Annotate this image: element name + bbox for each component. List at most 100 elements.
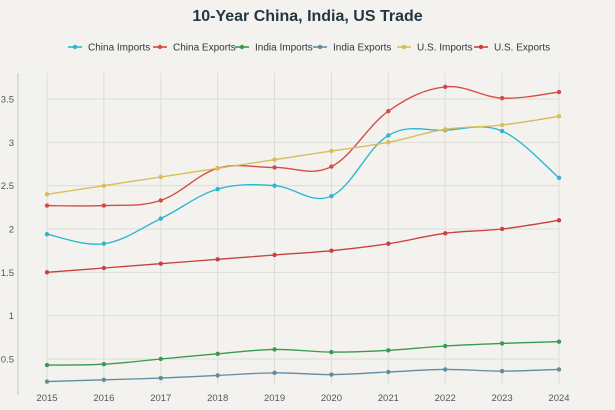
data-point-0-4 (272, 183, 277, 188)
series-line-1 (46, 85, 560, 207)
x-tick-label-9: 2024 (548, 393, 569, 404)
data-point-5-1 (101, 265, 107, 271)
data-point-5-3 (215, 257, 220, 262)
data-point-3-4 (272, 370, 277, 376)
legend-label-2: India Imports (255, 43, 313, 54)
data-point-1-7 (443, 84, 448, 90)
series-lines (46, 85, 560, 383)
legend-marker-0 (72, 44, 78, 50)
data-point-2-0 (44, 362, 50, 368)
data-point-3-1 (101, 377, 107, 382)
tick-labels: 0.5 1 1.5 2 2.5 3 3.5 2015 2016 2017 2018 2019 2020 2… (1, 95, 570, 405)
data-point-3-8 (499, 368, 505, 374)
data-point-1-2 (158, 198, 163, 203)
data-point-0-6 (386, 133, 391, 138)
data-point-0-0 (44, 232, 50, 237)
legend-label-3: India Exports (333, 43, 391, 54)
y-tick-label-5: 3 (9, 138, 14, 149)
x-tick-label-8: 2023 (492, 393, 513, 404)
series-line-3 (46, 368, 560, 383)
data-point-2-9 (556, 339, 562, 344)
y-tick-label-0: 0.5 (1, 355, 14, 366)
legend-label-1: China Exports (173, 43, 236, 54)
data-point-2-6 (386, 348, 391, 353)
chart-title: 10-Year China, India, US Trade (192, 8, 423, 25)
data-point-4-0 (44, 192, 50, 197)
data-point-1-4 (272, 165, 277, 170)
data-point-4-1 (101, 183, 107, 188)
data-point-2-4 (272, 347, 277, 352)
data-point-3-3 (215, 373, 220, 378)
grid (46, 73, 560, 385)
legend-label-5: U.S. Exports (494, 43, 550, 54)
data-point-0-8 (499, 128, 505, 134)
data-point-0-2 (158, 216, 163, 221)
legend-marker-5 (478, 44, 484, 50)
data-point-0-3 (215, 186, 220, 192)
data-point-1-1 (101, 203, 107, 208)
data-point-4-3 (215, 166, 220, 171)
data-point-5-4 (272, 252, 277, 258)
y-tick-label-1: 1 (9, 311, 14, 322)
data-point-4-5 (329, 148, 334, 154)
data-point-3-0 (44, 379, 50, 384)
x-tick-label-3: 2018 (207, 393, 228, 404)
data-point-0-1 (101, 241, 107, 246)
data-point-0-9 (556, 175, 562, 181)
data-point-3-6 (386, 369, 391, 375)
series-line-4 (46, 115, 560, 196)
legend-marker-4 (401, 44, 407, 50)
y-tick-label-6: 3.5 (1, 95, 14, 106)
y-tick-label-2: 1.5 (1, 268, 14, 279)
x-tick-label-1: 2016 (93, 393, 114, 404)
data-point-1-8 (499, 95, 505, 101)
data-point-5-5 (329, 248, 334, 253)
series-line-2 (46, 340, 560, 366)
data-point-1-5 (329, 164, 334, 169)
x-tick-label-4: 2019 (264, 393, 285, 404)
data-point-4-9 (556, 114, 562, 119)
legend-label-0: China Imports (88, 43, 150, 54)
data-point-2-7 (443, 343, 448, 349)
x-tick-label-0: 2015 (36, 393, 57, 404)
data-point-5-2 (158, 261, 163, 266)
data-point-0-5 (329, 193, 334, 199)
data-point-1-0 (44, 203, 50, 208)
data-point-4-4 (272, 157, 277, 162)
data-point-5-7 (443, 231, 448, 236)
data-point-4-6 (386, 140, 391, 145)
legend-marker-3 (317, 44, 323, 50)
data-point-2-3 (215, 351, 220, 356)
data-point-3-5 (329, 372, 334, 377)
legend-marker-2 (239, 44, 245, 50)
y-tick-label-4: 2.5 (1, 181, 14, 192)
data-point-2-5 (329, 349, 334, 355)
data-point-2-1 (101, 362, 107, 367)
legend-label-4: U.S. Imports (417, 43, 473, 54)
data-point-5-9 (556, 218, 562, 223)
x-tick-label-5: 2020 (321, 393, 342, 404)
x-tick-label-2: 2017 (150, 393, 171, 404)
x-tick-label-7: 2022 (435, 393, 456, 404)
data-points (44, 84, 562, 384)
y-tick-label-3: 2 (9, 225, 14, 236)
data-point-4-8 (499, 122, 505, 128)
data-point-3-2 (158, 375, 163, 381)
data-point-1-9 (556, 89, 562, 95)
x-tick-label-6: 2021 (378, 393, 399, 404)
data-point-4-7 (443, 127, 448, 132)
data-point-2-2 (158, 356, 163, 362)
data-point-1-6 (386, 108, 391, 114)
series-line-5 (46, 219, 560, 274)
data-point-3-9 (556, 367, 562, 372)
data-point-5-0 (44, 270, 50, 275)
data-point-4-2 (158, 174, 163, 180)
legend: China Imports China Exports India Imports I… (68, 43, 550, 54)
data-point-5-6 (386, 241, 391, 246)
data-point-3-7 (443, 367, 448, 372)
data-point-5-8 (499, 226, 505, 232)
data-point-2-8 (499, 341, 505, 346)
legend-marker-1 (157, 44, 163, 50)
